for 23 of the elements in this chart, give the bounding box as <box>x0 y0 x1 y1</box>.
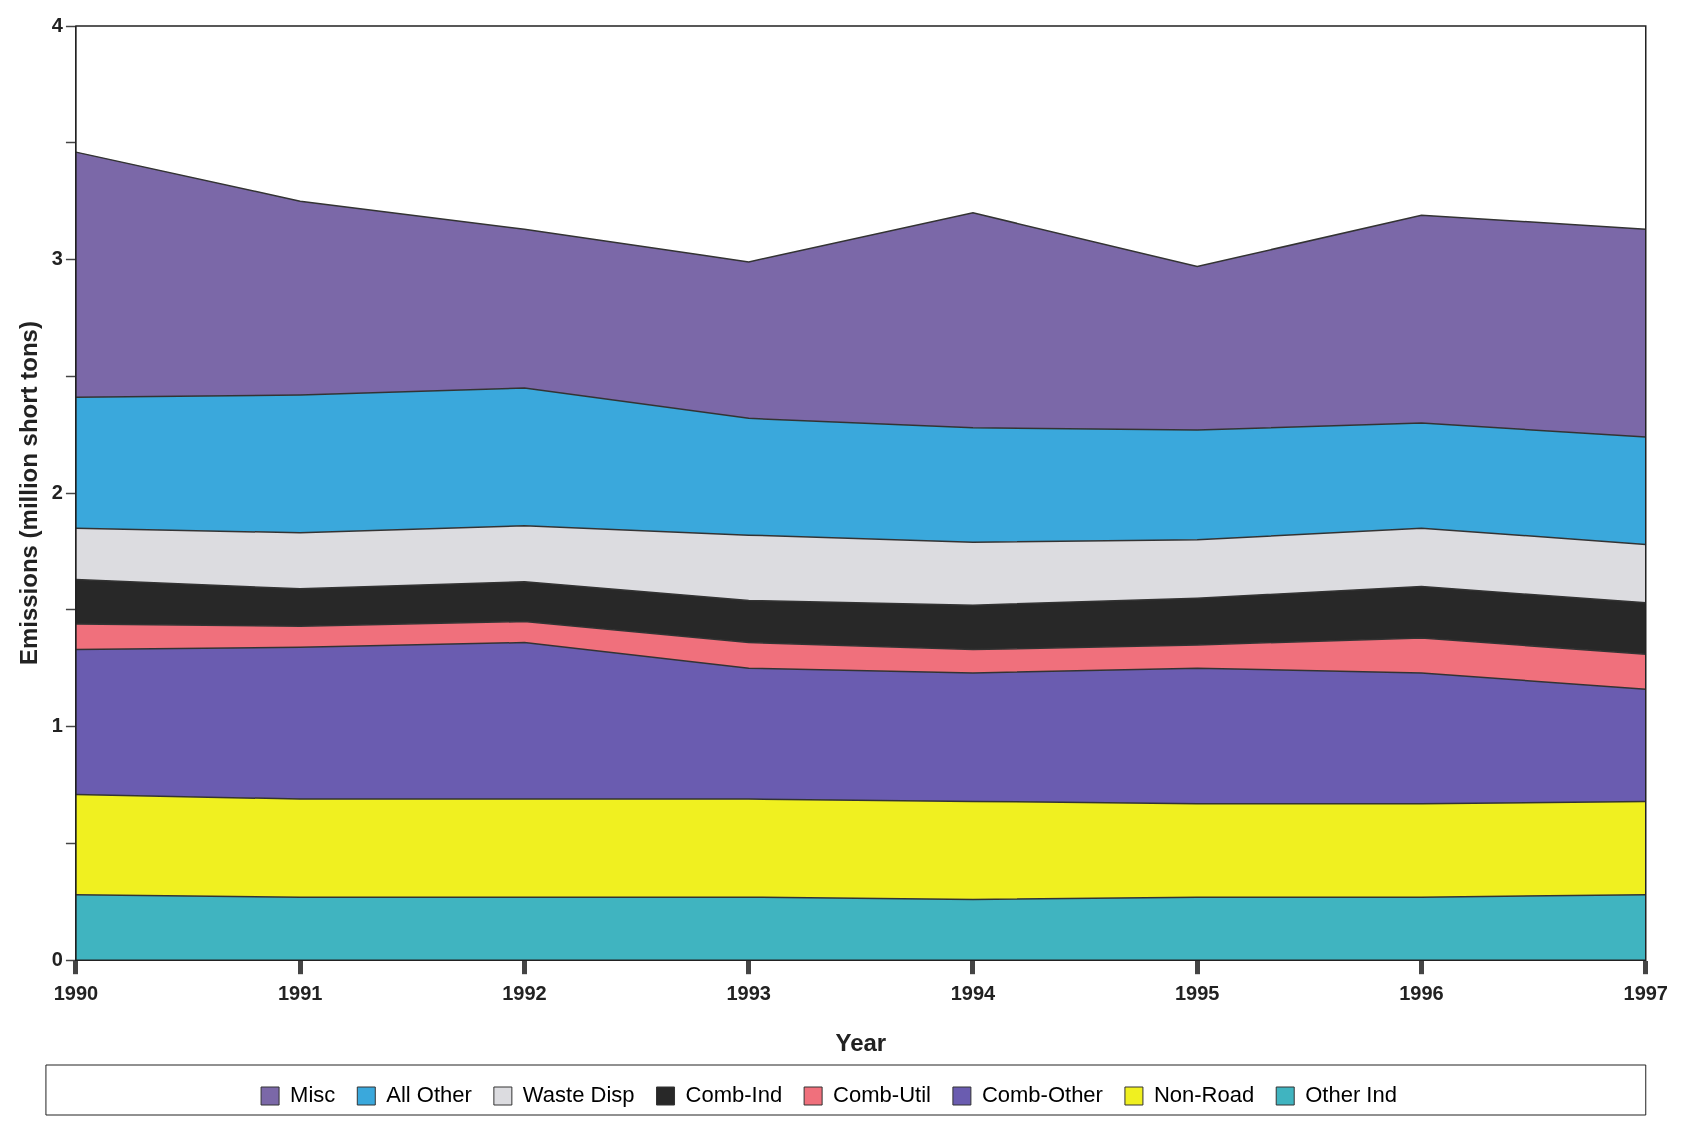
legend-label: Other Ind <box>1305 1082 1397 1108</box>
x-tick-label: 1996 <box>1399 981 1444 1004</box>
x-tick-label: 1991 <box>277 981 323 1004</box>
x-tick-label: 1990 <box>53 981 99 1004</box>
y-axis-title: Emissions (million short tons) <box>15 321 43 666</box>
legend-label: Comb-Util <box>833 1082 931 1108</box>
y-tick-label: 0 <box>51 947 63 970</box>
legend-label: Misc <box>290 1082 336 1108</box>
y-tick-label: 4 <box>51 13 64 36</box>
legend-label: Comb-Ind <box>685 1082 783 1108</box>
x-tick-label: 1992 <box>502 981 547 1004</box>
x-tick-label: 1995 <box>1174 981 1220 1004</box>
y-tick-label: 3 <box>51 247 63 270</box>
legend-label: Waste Disp <box>522 1082 635 1108</box>
x-tick-label: 1993 <box>726 981 771 1004</box>
x-tick-label: 1997 <box>1623 981 1668 1004</box>
y-tick-label: 1 <box>51 714 63 737</box>
x-tick-label: 1994 <box>950 981 997 1004</box>
legend-label: Non-Road <box>1153 1082 1255 1108</box>
legend-label: Comb-Other <box>981 1082 1103 1108</box>
y-tick-label: 2 <box>51 480 63 503</box>
legend-label: All Other <box>386 1082 472 1108</box>
x-axis-title: Year <box>835 1029 887 1057</box>
